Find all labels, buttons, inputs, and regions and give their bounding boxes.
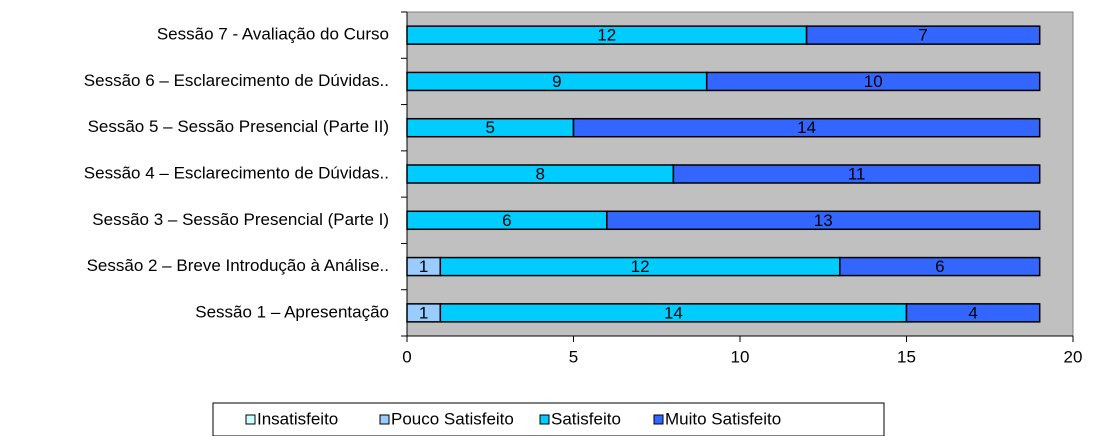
x-tick-label: 5 — [569, 347, 578, 366]
bar-segment — [705, 71, 1041, 92]
y-tick-label: Sessão 4 – Esclarecimento de Dúvidas.. — [84, 163, 389, 182]
y-tick-label: Sessão 2 – Breve Introdução à Análise.. — [87, 256, 389, 275]
data-label: 9 — [552, 72, 561, 91]
bar-segment — [606, 210, 1041, 231]
data-label: 6 — [502, 211, 511, 230]
data-label: 4 — [968, 303, 977, 322]
data-label: 10 — [864, 72, 883, 91]
x-tick-label: 10 — [731, 347, 750, 366]
bar-segment — [905, 303, 1041, 323]
data-label: 1 — [419, 257, 428, 276]
y-tick-label: Sessão 1 – Apresentação — [195, 302, 389, 321]
data-label: 12 — [597, 26, 616, 45]
data-label: 12 — [631, 257, 650, 276]
legend-swatch — [379, 414, 390, 425]
legend-label: Muito Satisfeito — [665, 409, 781, 428]
data-label: 7 — [918, 26, 927, 45]
x-tick-label: 15 — [897, 347, 916, 366]
y-tick-label: Sessão 6 – Esclarecimento de Dúvidas.. — [84, 71, 389, 90]
legend-swatch — [539, 414, 550, 425]
data-label: 8 — [535, 164, 544, 183]
data-label: 1 — [419, 303, 428, 322]
data-label: 5 — [486, 118, 495, 137]
legend-label: Satisfeito — [551, 409, 621, 428]
legend-swatch — [245, 414, 256, 425]
bar-segment — [572, 117, 1041, 138]
y-tick-label: Sessão 3 – Sessão Presencial (Parte I) — [92, 210, 389, 229]
data-label: 14 — [797, 118, 816, 137]
legend-label: Insatisfeito — [257, 409, 338, 428]
data-label: 13 — [814, 211, 833, 230]
x-tick-label: 0 — [402, 347, 411, 366]
y-tick-label: Sessão 5 – Sessão Presencial (Parte II) — [88, 117, 389, 136]
y-tick-label: Sessão 7 - Avaliação do Curso — [157, 25, 389, 44]
x-tick-label: 20 — [1064, 347, 1083, 366]
data-label: 6 — [935, 257, 944, 276]
bar-segment — [672, 164, 1041, 184]
bar-segment — [839, 256, 1041, 277]
data-label: 14 — [664, 303, 683, 322]
data-label: 11 — [848, 164, 866, 183]
legend-label: Pouco Satisfeito — [391, 409, 514, 428]
bar-segment — [805, 25, 1041, 45]
legend-swatch — [653, 414, 664, 425]
